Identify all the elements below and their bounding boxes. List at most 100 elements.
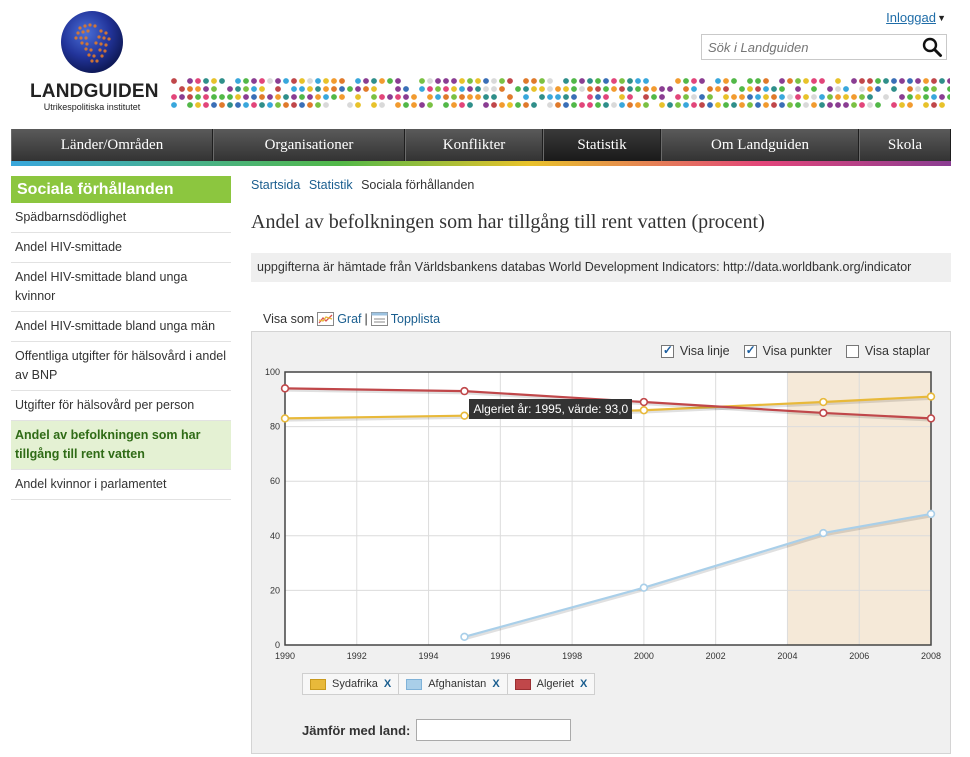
legend-label-sydafrika: Sydafrika: [332, 678, 378, 690]
breadcrumb-startsida[interactable]: Startsida: [251, 178, 301, 192]
y-tick-label: 0: [275, 640, 280, 650]
sidebar-item-hiv-unga-man[interactable]: Andel HIV-smittade bland unga män: [11, 312, 231, 342]
chart-options: Visa linje Visa punkter Visa staplar: [660, 343, 930, 358]
series-line-afghanistan: [464, 512, 932, 638]
search-box: [701, 34, 947, 60]
compare-label: Jämför med land:: [302, 722, 411, 738]
view-as-label: Visa som: [263, 312, 315, 326]
data-point-afghanistan[interactable]: [926, 509, 936, 519]
show-line-checkbox[interactable]: [660, 343, 674, 358]
main-nav: Länder/Områden Organisationer Konflikter…: [11, 129, 951, 165]
search-icon: [922, 37, 942, 57]
show-line-label: Visa linje: [679, 344, 730, 358]
show-bars-label: Visa staplar: [864, 344, 930, 358]
legend-label-afghanistan: Afghanistan: [428, 678, 487, 690]
x-tick-label: 1990: [275, 651, 295, 661]
option-show-points[interactable]: Visa punkter: [743, 343, 832, 358]
data-point-algeriet[interactable]: [819, 408, 828, 418]
caret-down-icon[interactable]: ▼: [937, 13, 946, 23]
data-point-sydafrika[interactable]: [819, 397, 828, 407]
compare-country-input[interactable]: [416, 719, 572, 741]
breadcrumb-current: Sociala förhållanden: [361, 178, 475, 192]
page-title: Andel av befolkningen som har tillgång t…: [251, 211, 765, 233]
data-point-sydafrika[interactable]: [280, 414, 290, 423]
data-point-afghanistan[interactable]: [819, 528, 828, 538]
nav-item-organisationer[interactable]: Organisationer: [213, 129, 405, 161]
y-tick-label: 80: [270, 422, 280, 432]
legend-item-sydafrika: Sydafrika X: [303, 674, 400, 694]
show-bars-checkbox[interactable]: [845, 344, 859, 358]
remove-afghanistan-button[interactable]: X: [492, 678, 500, 690]
nav-item-statistik[interactable]: Statistik: [543, 129, 661, 161]
x-tick-label: 1994: [419, 651, 439, 661]
legend-swatch-algeriet: [514, 678, 531, 690]
x-tick-label: 1992: [347, 651, 367, 661]
login-link[interactable]: Inloggad: [886, 10, 936, 25]
chart-tooltip: Algeriet år: 1995, värde: 93,0: [469, 399, 633, 420]
y-tick-label: 100: [265, 367, 280, 377]
x-tick-label: 2000: [634, 651, 654, 661]
nav-item-konflikter[interactable]: Konflikter: [405, 129, 543, 161]
legend-swatch-sydafrika: [310, 678, 326, 690]
y-tick-label: 60: [270, 476, 280, 486]
data-point-afghanistan[interactable]: [639, 583, 649, 592]
sidebar-item-offentliga-utgifter[interactable]: Offentliga utgifter för hälsovård i ande…: [11, 342, 231, 391]
breadcrumb: Startsida Statistik Sociala förhållanden: [251, 178, 474, 192]
logo-subtitle: Utrikespolitiska institutet: [43, 102, 141, 112]
y-tick-label: 20: [270, 585, 280, 595]
line-chart: 1990 1992 1994 1996 1998 2000 2002 2004 2006 2008…: [265, 367, 941, 661]
toplist-link[interactable]: Topplista: [390, 312, 441, 326]
sidebar: Sociala förhållanden Spädbarnsdödlighet …: [11, 176, 231, 500]
data-point-sydafrika[interactable]: [639, 406, 649, 415]
x-tick-label: 2006: [849, 651, 869, 661]
sidebar-item-spadbarnsdodlighet[interactable]: Spädbarnsdödlighet: [11, 203, 231, 233]
x-tick-label: 2008: [921, 651, 941, 661]
search-input[interactable]: [702, 35, 918, 59]
plot-frame: [284, 371, 932, 646]
source-note: uppgifterna är hämtade från Världsbanken…: [251, 253, 951, 282]
data-point-algeriet[interactable]: [639, 397, 649, 407]
remove-sydafrika-button[interactable]: X: [383, 678, 392, 690]
data-point-algeriet[interactable]: [926, 414, 936, 423]
sidebar-item-hiv-unga-kvinnor[interactable]: Andel HIV-smittade bland unga kvinnor: [11, 263, 231, 312]
compare-row: Jämför med land:: [302, 719, 572, 741]
sidebar-item-kvinnor-parlamentet[interactable]: Andel kvinnor i parlamentet: [11, 470, 231, 500]
y-tick-label: 40: [270, 531, 280, 541]
data-point-afghanistan[interactable]: [460, 632, 469, 642]
data-point-algeriet[interactable]: [460, 386, 469, 396]
data-point-sydafrika[interactable]: [926, 392, 936, 401]
x-tick-label: 2002: [706, 651, 726, 661]
nav-item-skola[interactable]: Skola: [859, 129, 951, 161]
chart-legend: Sydafrika X Afghanistan X Algeriet X: [302, 673, 596, 695]
nav-item-lander[interactable]: Länder/Områden: [11, 129, 213, 161]
legend-swatch-afghanistan: [406, 678, 423, 690]
sidebar-title: Sociala förhållanden: [11, 176, 231, 203]
graph-link[interactable]: Graf: [337, 312, 362, 326]
nav-color-stripe: [11, 161, 951, 166]
sidebar-item-rent-vatten[interactable]: Andel av befolkningen som har tillgång t…: [11, 421, 231, 470]
option-show-bars[interactable]: Visa staplar: [845, 344, 930, 358]
view-separator: |: [364, 312, 368, 326]
data-point-algeriet[interactable]: [280, 384, 290, 393]
data-point-sydafrika[interactable]: [460, 411, 469, 420]
logo[interactable]: LANDGUIDEN Utrikespolitiska institutet: [30, 10, 158, 112]
search-button[interactable]: [920, 36, 944, 58]
sidebar-item-utgifter-per-person[interactable]: Utgifter för hälsovård per person: [11, 391, 231, 421]
show-points-checkbox[interactable]: [743, 343, 757, 358]
legend-label-algeriet: Algeriet: [536, 678, 574, 690]
legend-item-afghanistan: Afghanistan X: [399, 674, 508, 694]
x-tick-label: 1996: [490, 651, 510, 661]
remove-algeriet-button[interactable]: X: [579, 678, 588, 690]
graph-icon: [317, 312, 335, 326]
x-tick-label: 2004: [777, 651, 797, 661]
view-as-bar: Visa som Graf | Topplista: [263, 312, 440, 326]
breadcrumb-statistik[interactable]: Statistik: [308, 178, 353, 192]
toplist-icon: [370, 312, 388, 326]
chart-panel: Visa linje Visa punkter Visa staplar 199…: [251, 331, 951, 754]
sidebar-item-hiv[interactable]: Andel HIV-smittade: [11, 233, 231, 263]
option-show-line[interactable]: Visa linje: [660, 343, 730, 358]
x-tick-label: 1998: [562, 651, 582, 661]
legend-item-algeriet: Algeriet X: [508, 674, 595, 694]
nav-item-om-landguiden[interactable]: Om Landguiden: [661, 129, 859, 161]
series-shadow-afghanistan: [465, 514, 933, 641]
